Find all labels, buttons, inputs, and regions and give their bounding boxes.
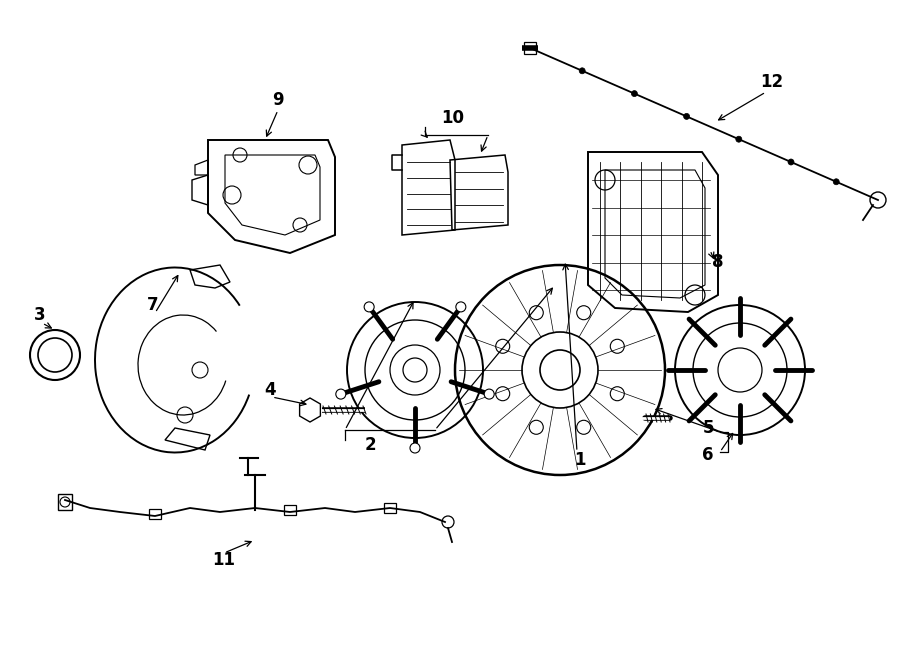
Circle shape [403,358,427,382]
Circle shape [580,68,585,74]
Circle shape [736,136,742,142]
Circle shape [410,443,420,453]
Text: 2: 2 [364,436,376,454]
Circle shape [788,159,794,165]
Circle shape [632,91,637,97]
Text: 4: 4 [265,381,275,399]
Text: 8: 8 [712,253,724,271]
Text: 6: 6 [702,446,714,464]
Text: 7: 7 [148,296,158,314]
Text: 1: 1 [574,451,586,469]
Circle shape [484,389,494,399]
Text: 3: 3 [34,306,46,324]
Text: 12: 12 [760,73,784,91]
Circle shape [364,302,374,312]
Text: 9: 9 [272,91,284,109]
Text: 5: 5 [702,419,714,437]
Circle shape [718,348,762,392]
Text: 11: 11 [212,551,236,569]
Circle shape [540,350,580,390]
Circle shape [684,114,689,120]
Text: 10: 10 [442,109,464,127]
Circle shape [336,389,346,399]
Circle shape [455,302,466,312]
Circle shape [833,178,839,185]
